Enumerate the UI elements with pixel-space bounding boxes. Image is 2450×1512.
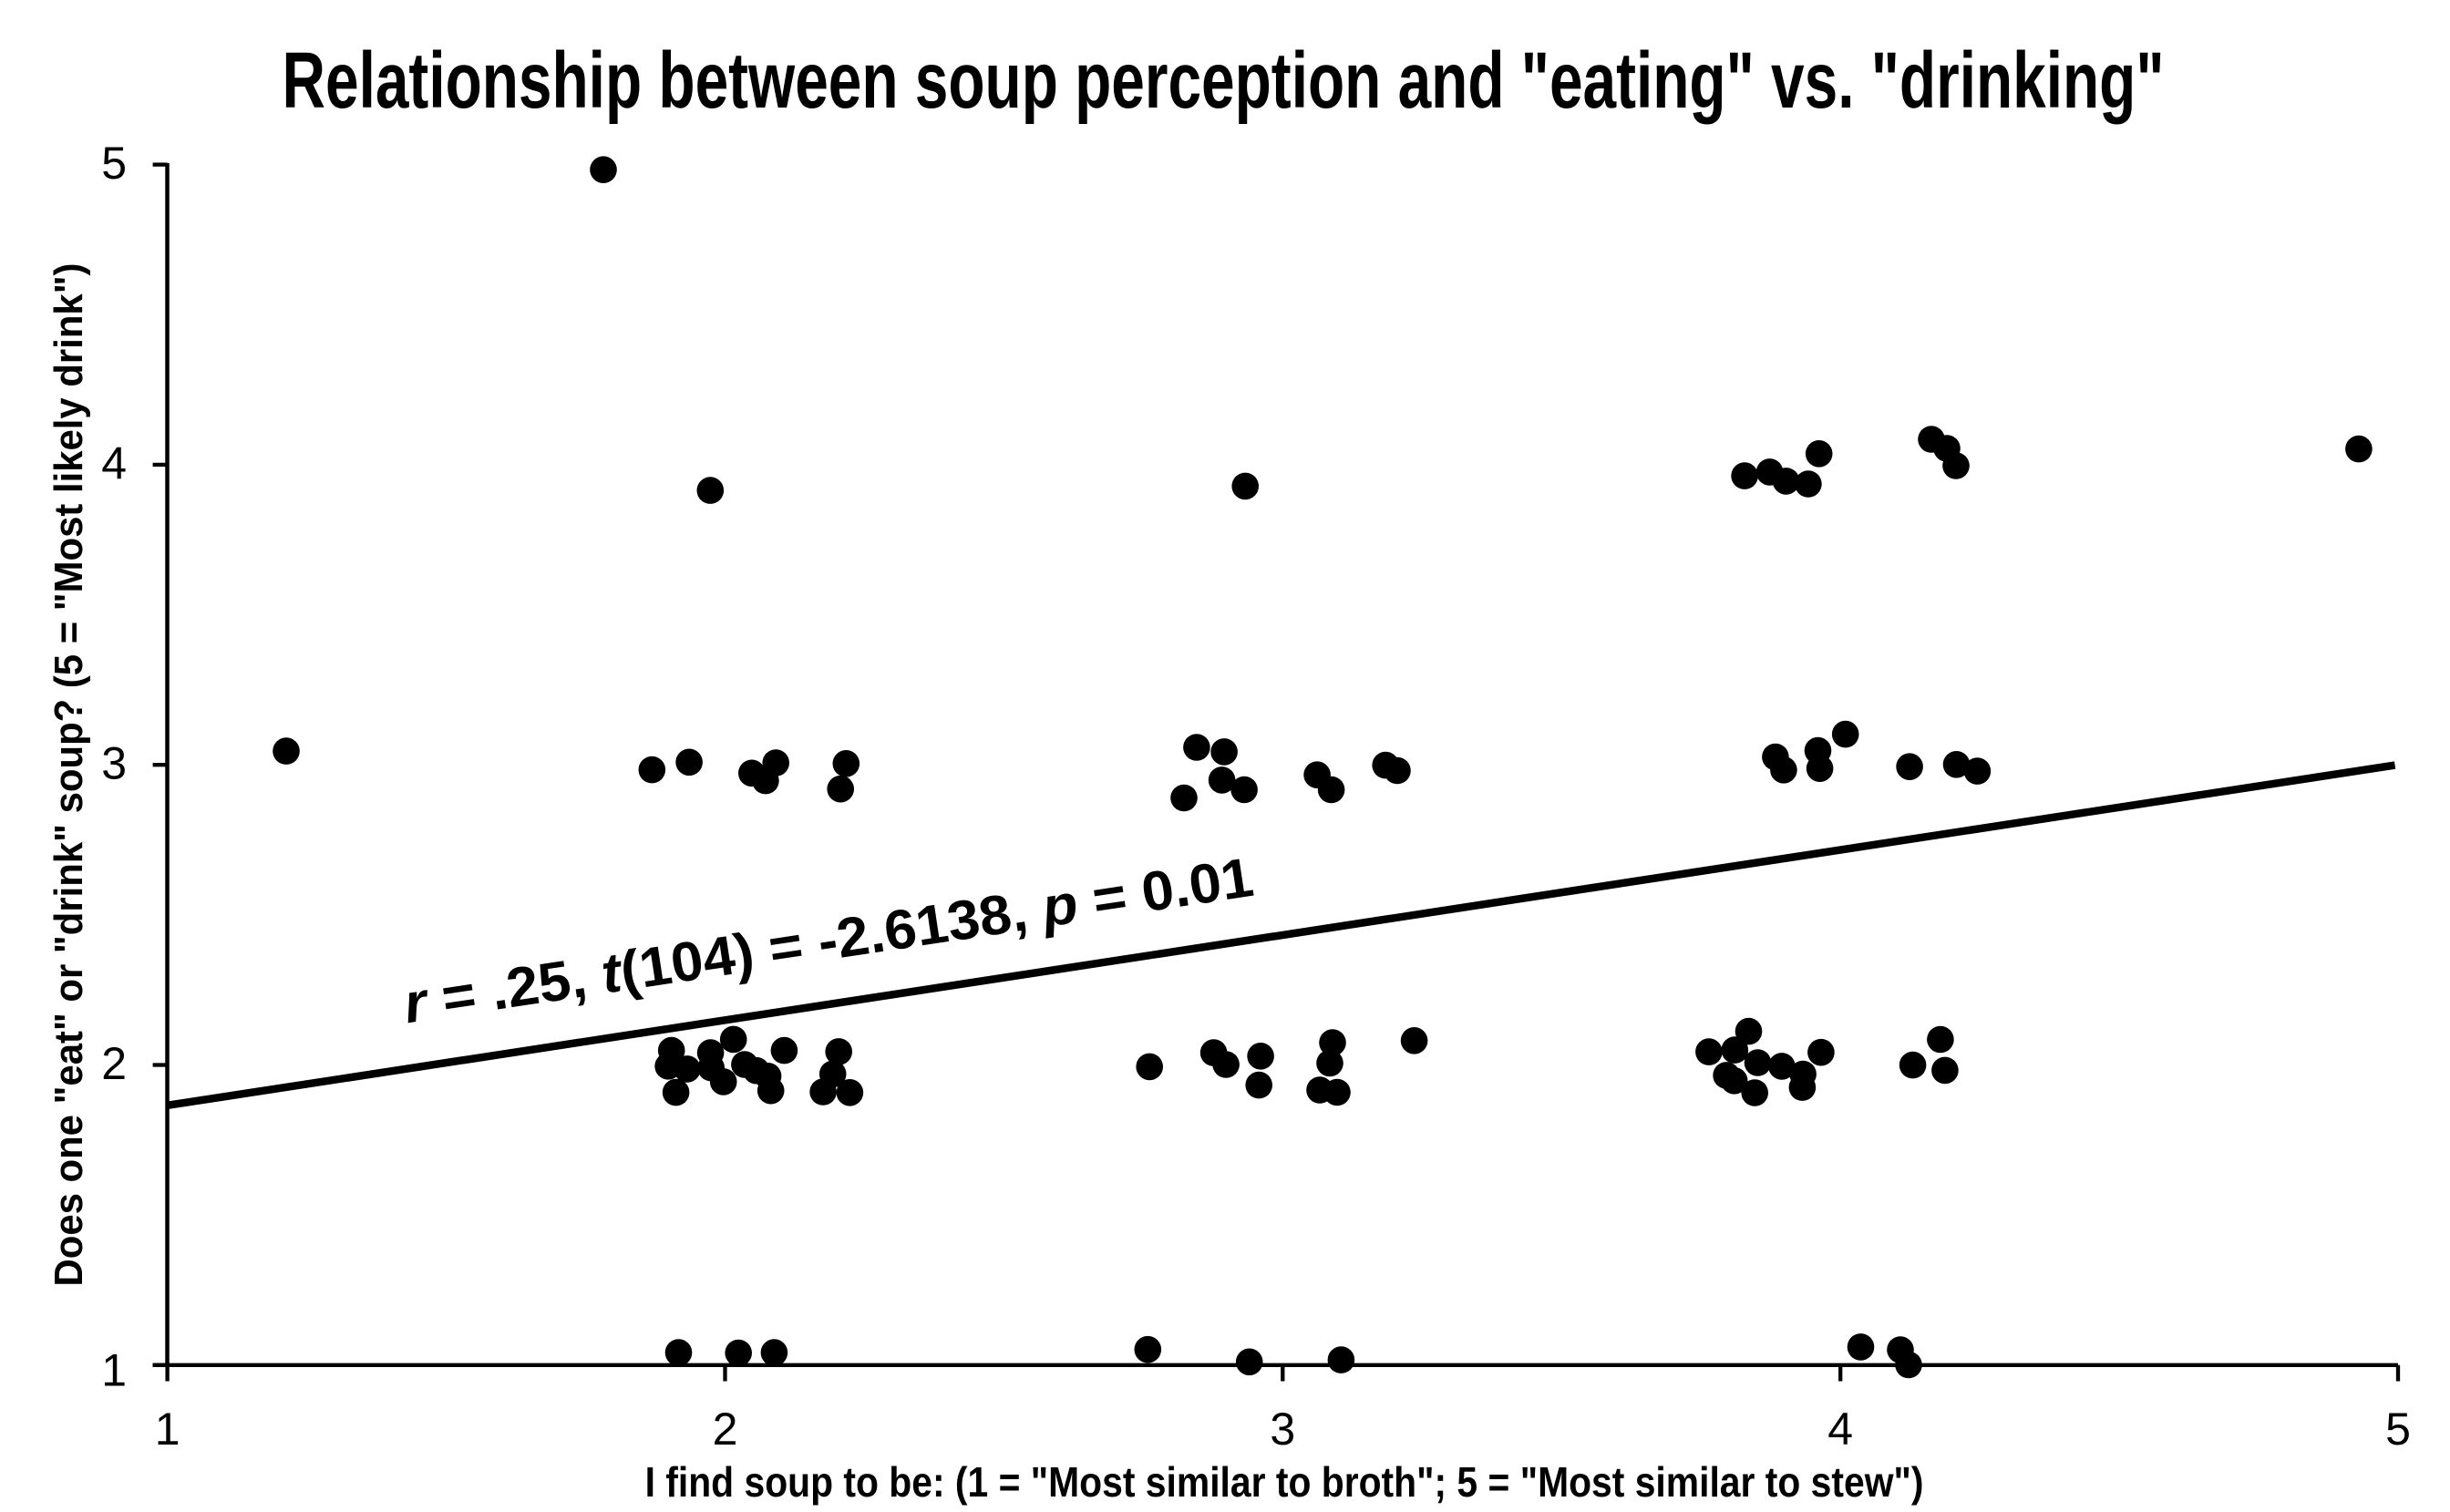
svg-text:4: 4 — [1827, 1404, 1853, 1455]
svg-text:3: 3 — [1270, 1404, 1295, 1455]
svg-text:4: 4 — [101, 437, 127, 489]
svg-text:5: 5 — [101, 138, 127, 189]
svg-text:1: 1 — [101, 1344, 127, 1395]
svg-text:5: 5 — [2385, 1404, 2411, 1455]
svg-text:I find soup to be: (1 = "Most: I find soup to be: (1 = "Most similar to… — [645, 1460, 1924, 1507]
svg-text:2: 2 — [101, 1038, 127, 1089]
svg-text:1: 1 — [155, 1404, 180, 1455]
svg-text:3: 3 — [101, 738, 127, 789]
svg-text:2: 2 — [713, 1404, 738, 1455]
svg-text:Relationship between soup perc: Relationship between soup perception and… — [283, 36, 2165, 125]
svg-text:Does one "eat" or "drink" soup: Does one "eat" or "drink" soup? (5 = "Mo… — [46, 262, 91, 1286]
